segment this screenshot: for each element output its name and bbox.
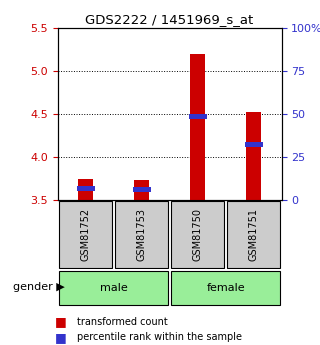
Bar	[134, 180, 149, 200]
Text: male: male	[100, 283, 127, 293]
Bar	[227, 201, 280, 268]
Text: ■: ■	[54, 315, 66, 328]
Text: GSM81753: GSM81753	[137, 208, 147, 261]
Text: female: female	[206, 283, 245, 293]
Bar	[246, 112, 261, 200]
Bar	[59, 201, 113, 268]
Bar	[132, 187, 151, 192]
Text: GSM81752: GSM81752	[81, 208, 91, 261]
Text: ■: ■	[54, 331, 66, 344]
Bar	[188, 114, 207, 119]
Bar	[171, 201, 224, 268]
Bar	[76, 186, 95, 191]
Bar	[190, 54, 205, 200]
Bar	[171, 271, 280, 305]
Text: GSM81751: GSM81751	[249, 208, 259, 261]
Text: transformed count: transformed count	[77, 317, 168, 327]
Bar	[59, 271, 168, 305]
Text: gender ▶: gender ▶	[13, 282, 65, 292]
Text: percentile rank within the sample: percentile rank within the sample	[77, 332, 243, 342]
Bar	[244, 142, 263, 148]
Bar	[78, 179, 93, 200]
Text: GSM81750: GSM81750	[193, 208, 203, 261]
Title: GDS2222 / 1451969_s_at: GDS2222 / 1451969_s_at	[85, 13, 254, 27]
Bar	[115, 201, 168, 268]
